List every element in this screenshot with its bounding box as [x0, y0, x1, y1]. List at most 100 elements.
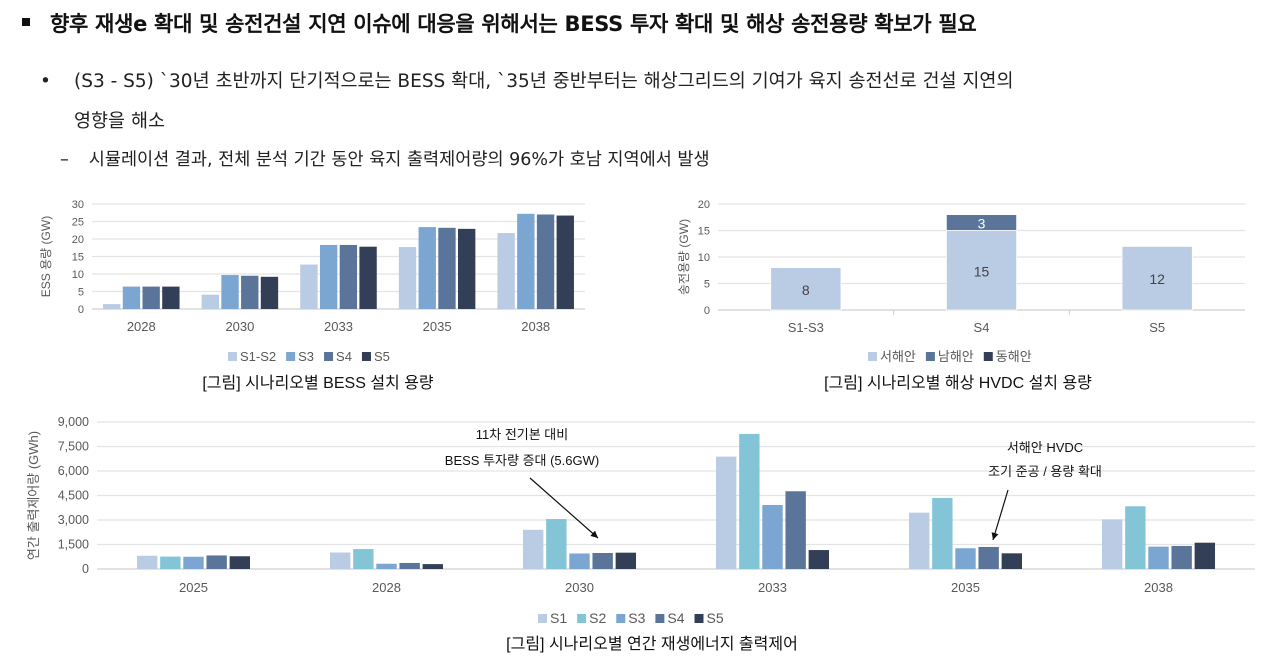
- x-tick-label: 2033: [324, 319, 353, 334]
- y-tick-label: 15: [72, 252, 84, 264]
- bar: [136, 555, 158, 569]
- data-label: 15: [974, 263, 990, 279]
- x-tick-label: 2028: [127, 319, 156, 334]
- y-tick-label: 30: [72, 199, 84, 211]
- y-tick-label: 4,500: [58, 489, 89, 503]
- bar: [1148, 546, 1169, 569]
- bar: [497, 233, 515, 309]
- bar: [260, 276, 279, 309]
- legend-label: S4: [667, 610, 684, 626]
- legend-swatch: [228, 352, 237, 361]
- x-tick-label: S4: [974, 320, 990, 335]
- chart-caption: [그림] 시나리오별 해상 HVDC 설치 용량: [824, 374, 1092, 392]
- bar: [556, 215, 574, 309]
- annotation-text: 조기 준공 / 용량 확대: [988, 464, 1102, 479]
- bar: [206, 555, 227, 569]
- annotation-text: BESS 투자량 증대 (5.6GW): [445, 453, 599, 468]
- annotation-arrow: [529, 477, 599, 539]
- legend-swatch: [324, 352, 334, 361]
- bar: [536, 214, 555, 309]
- bar: [762, 504, 783, 569]
- bar: [458, 228, 476, 309]
- bar: [932, 497, 953, 569]
- legend-swatch: [361, 352, 371, 361]
- x-tick-label: 2038: [521, 319, 550, 334]
- y-tick-label: 10: [72, 269, 84, 281]
- y-axis-label: 송전용량 (GW): [677, 219, 691, 295]
- bar: [359, 246, 377, 309]
- bar: [978, 546, 999, 569]
- bar: [785, 491, 806, 569]
- legend-label: S1: [550, 610, 567, 626]
- bar: [103, 304, 121, 309]
- x-tick-label: 2025: [179, 580, 208, 595]
- bar-segment: [945, 230, 1018, 311]
- bar: [329, 552, 351, 569]
- bar: [438, 227, 456, 309]
- x-tick-label: 2035: [951, 580, 980, 595]
- legend-label: S3: [628, 610, 645, 626]
- bar: [229, 556, 251, 569]
- bar: [353, 549, 374, 569]
- y-tick-label: 25: [72, 217, 84, 229]
- legend-swatch: [286, 352, 296, 361]
- bar: [339, 244, 358, 309]
- bar-segment: [1121, 245, 1193, 311]
- bar: [517, 213, 535, 309]
- legend-label: S5: [374, 349, 390, 364]
- bar-segment: [945, 214, 1018, 231]
- bar: [908, 512, 930, 569]
- x-tick-label: S5: [1149, 320, 1165, 335]
- y-axis-label: 연간 출력제어량 (GWh): [26, 431, 41, 560]
- y-tick-label: 5: [78, 287, 84, 299]
- legend-label: S5: [707, 610, 724, 626]
- slide-title-text: 향후 재생e 확대 및 송전건설 지연 이슈에 대응을 위해서는 BESS 투자…: [50, 12, 977, 36]
- annotation-arrow: [991, 489, 1009, 541]
- bar: [418, 227, 436, 309]
- y-tick-label: 9,000: [58, 415, 89, 429]
- legend-swatch: [655, 614, 665, 623]
- bar: [955, 548, 976, 569]
- legend-swatch: [868, 352, 877, 361]
- legend-swatch: [577, 614, 587, 623]
- bar: [162, 286, 180, 309]
- legend-label: 남해안: [938, 349, 974, 364]
- bar: [399, 562, 420, 569]
- square-bullet-icon: [22, 18, 30, 26]
- bar: [319, 244, 338, 309]
- y-tick-label: 7,500: [58, 440, 89, 454]
- legend-label: S3: [298, 349, 314, 364]
- annotation-text: 서해안 HVDC: [1007, 440, 1083, 455]
- y-tick-label: 20: [72, 234, 84, 246]
- y-tick-label: 0: [82, 562, 89, 576]
- bar: [615, 552, 637, 569]
- bar-segment: [770, 267, 842, 311]
- chart-caption: [그림] 시나리오별 BESS 설치 용량: [202, 374, 434, 392]
- bar: [1125, 506, 1146, 569]
- bar: [1171, 545, 1192, 569]
- y-tick-label: 0: [704, 305, 710, 317]
- y-axis-label: ESS 용량 (GW): [39, 216, 53, 297]
- legend-label: 동해안: [996, 349, 1032, 364]
- legend-label: S2: [589, 610, 606, 626]
- dash-marker: –: [60, 150, 69, 170]
- bullet-point: • (S3 - S5) `30년 초반까지 단기적으로는 BESS 확대, `35…: [40, 62, 1013, 142]
- bar: [160, 556, 181, 569]
- bar: [808, 550, 830, 569]
- bullet-text-line2: 영향을 해소: [74, 111, 165, 132]
- bar: [398, 247, 417, 309]
- legend-swatch: [616, 614, 626, 623]
- bar: [522, 529, 544, 569]
- bar: [592, 552, 613, 569]
- bar: [221, 275, 239, 309]
- y-tick-label: 5: [704, 279, 710, 291]
- annotation-text: 11차 전기본 대비: [476, 427, 568, 442]
- legend-swatch: [538, 614, 547, 623]
- legend-label: S1-S2: [240, 349, 276, 364]
- bar: [422, 564, 444, 569]
- y-tick-label: 3,000: [58, 513, 89, 527]
- bar: [1101, 519, 1123, 569]
- x-tick-label: 2033: [758, 580, 787, 595]
- bar: [546, 519, 567, 569]
